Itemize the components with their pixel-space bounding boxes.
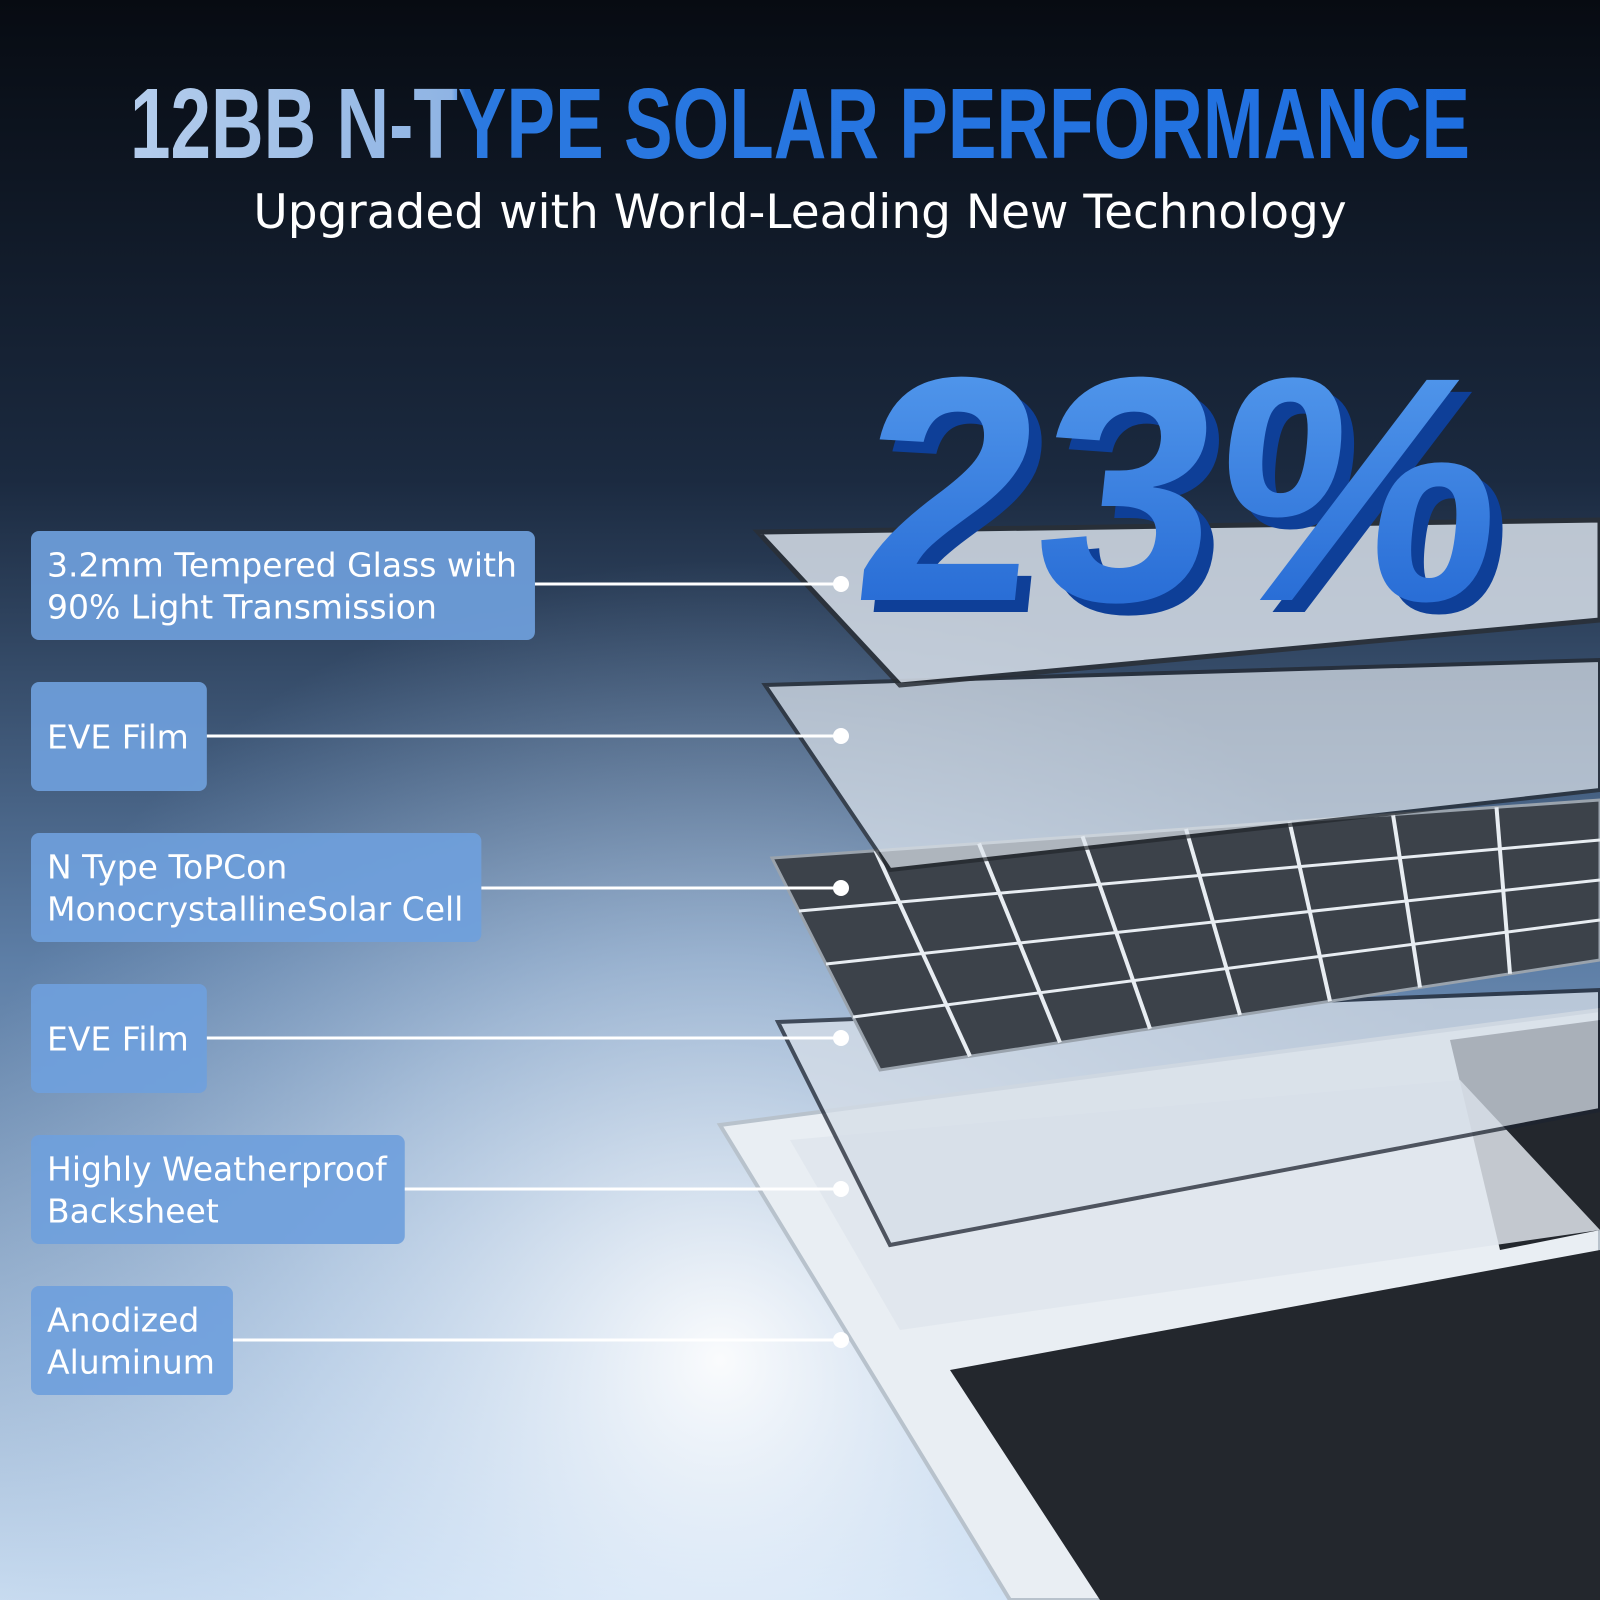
label-text: Backsheet [47,1192,219,1231]
label-text: Aluminum [47,1343,215,1382]
label-box [31,531,535,640]
label-box [31,682,207,791]
cell-gap [852,918,1600,1019]
highlight-shadow: 23% [855,323,1533,680]
subtitle: Upgraded with World-Leading New Technolo… [253,185,1346,240]
label-box [31,984,207,1093]
label-box [31,1135,405,1244]
cell-gap [825,878,1600,966]
label-box [31,1286,233,1395]
leader-dot [833,1332,849,1348]
label-text: Anodized [47,1301,199,1340]
glass-layer [752,517,1600,688]
layer-label: EVE Film [31,984,849,1093]
label-text: Highly Weatherproof [47,1150,388,1189]
label-text: MonocrystallineSolar Cell [47,890,463,929]
highlight-group: 23% 23% [843,311,1534,680]
label-text: 3.2mm Tempered Glass with [47,546,517,585]
leader-dot [833,1181,849,1197]
label-text: 90% Light Transmission [47,588,437,627]
layer-label: EVE Film [31,682,849,791]
leader-dot [833,1030,849,1046]
leader-dot [833,576,849,592]
label-text: EVE Film [47,718,189,757]
cell-gap [798,838,1600,913]
label-box [31,833,482,942]
label-text: EVE Film [47,1020,189,1059]
film-layer [761,657,1600,873]
label-text: N Type ToPCon [47,848,287,887]
cells [950,1250,1600,1600]
leader-dot [833,880,849,896]
title: 12BB N-TYPE SOLAR PERFORMANCE [130,68,1470,180]
highlight: 23% [843,311,1521,668]
cell-layer [769,798,1600,1072]
leader-dot [833,728,849,744]
